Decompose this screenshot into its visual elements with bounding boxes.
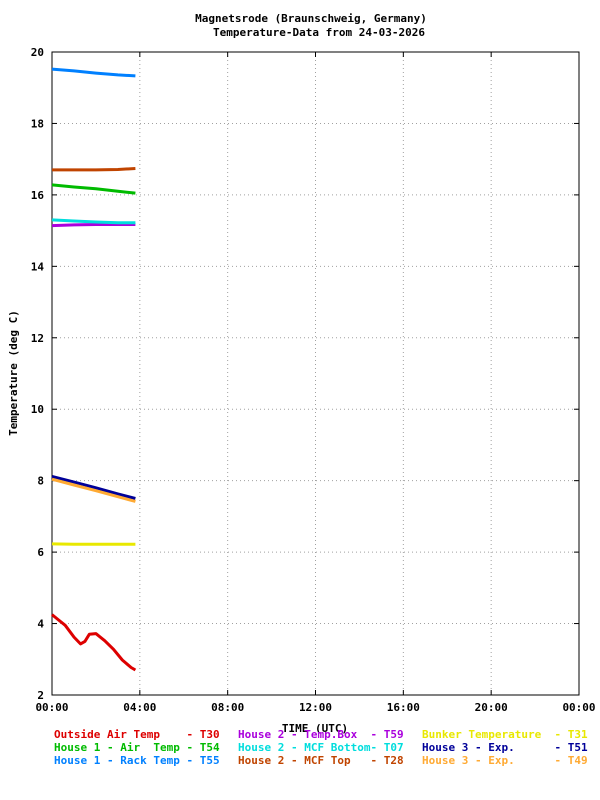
x-tick-label: 00:00: [35, 701, 68, 714]
y-tick-label: 10: [31, 403, 44, 416]
legend-entry: House 1 - Rack Temp - T55: [54, 754, 220, 767]
y-tick-label: 2: [37, 689, 44, 702]
y-tick-label: 4: [37, 618, 44, 631]
y-tick-label: 8: [37, 475, 44, 488]
legend-entry: Outside Air Temp - T30: [54, 728, 220, 741]
x-tick-label: 16:00: [387, 701, 420, 714]
y-tick-label: 14: [31, 260, 45, 273]
y-tick-label: 20: [31, 46, 44, 59]
series-line-t07: [51, 218, 136, 225]
legend-row: Outside Air Temp - T30 House 2 - Temp.Box…: [54, 728, 600, 741]
legend-entry: House 1 - Air Temp - T54: [54, 741, 220, 754]
y-tick-label: 16: [31, 189, 45, 202]
y-tick-label: 18: [31, 117, 44, 130]
series-line-t54: [51, 183, 136, 195]
series-line-t49: [51, 477, 136, 503]
x-tick-label: 00:00: [562, 701, 595, 714]
y-tick-label: 12: [31, 332, 44, 345]
series-line-t59: [51, 223, 136, 228]
legend-entry: House 2 - Temp.Box - T59: [238, 728, 404, 741]
series-line-t30: [51, 613, 137, 672]
series-line-t55: [51, 67, 136, 78]
x-tick-label: 12:00: [299, 701, 332, 714]
chart-subtitle: Temperature-Data from 24-03-2026: [213, 26, 425, 39]
legend-row: House 1 - Rack Temp - T55 House 2 - MCF T…: [54, 754, 600, 767]
legend-entry: House 3 - Exp. - T49: [422, 754, 588, 767]
y-axis-label: Temperature (deg C): [7, 310, 20, 436]
x-tick-label: 20:00: [475, 701, 508, 714]
x-axis-label: TIME (UTC): [282, 722, 348, 735]
x-tick-label: 04:00: [123, 701, 156, 714]
legend-entry: House 3 - Exp. - T51: [422, 741, 588, 754]
grid-lines: [52, 52, 579, 695]
x-tick-label: 08:00: [211, 701, 244, 714]
series-line-t28: [52, 167, 136, 172]
y-tick-label: 6: [37, 546, 44, 559]
legend-row: House 1 - Air Temp - T54 House 2 - MCF Bo…: [54, 741, 600, 754]
legend: Outside Air Temp - T30 House 2 - Temp.Box…: [54, 728, 600, 767]
series-lines: [51, 67, 137, 672]
legend-entry: Bunker Temperature - T31: [422, 728, 588, 741]
chart-title: Magnetsrode (Braunschweig, Germany): [195, 12, 427, 25]
legend-entry: House 2 - MCF Bottom- T07: [238, 741, 404, 754]
legend-entry: House 2 - MCF Top - T28: [238, 754, 404, 767]
axis-ticks: 2 4 6 8 10 12 14 16 18 20 00:00 04:00 08:00 12:00 16:0…: [31, 46, 596, 714]
series-line-t51: [51, 474, 136, 500]
